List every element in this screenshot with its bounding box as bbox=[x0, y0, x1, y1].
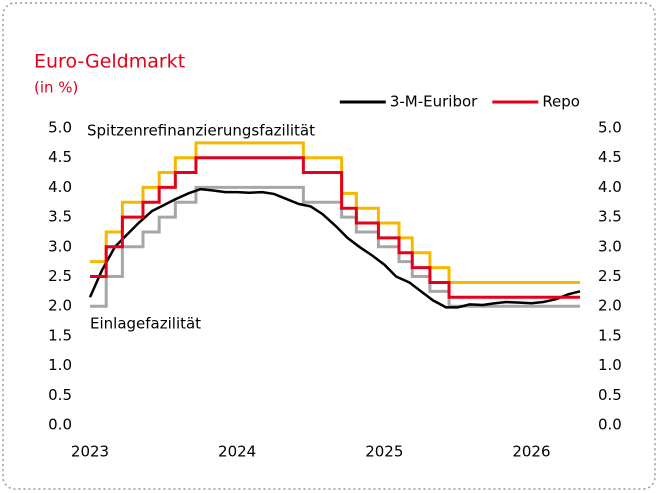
chart-subtitle: (in %) bbox=[34, 79, 78, 97]
y2-tick-label: 2.0 bbox=[598, 297, 622, 315]
annotation: Spitzenrefinanzierungsfazilität bbox=[87, 122, 315, 140]
y2-tick-label: 1.5 bbox=[598, 326, 622, 344]
x-tick-label: 2025 bbox=[365, 443, 403, 461]
y-tick-label: 1.0 bbox=[48, 356, 72, 374]
y-tick-label: 4.0 bbox=[48, 178, 72, 196]
y-tick-label: 0.0 bbox=[48, 416, 72, 434]
series-line bbox=[90, 156, 580, 299]
x-tick-label: 2023 bbox=[71, 443, 109, 461]
y2-tick-label: 3.0 bbox=[598, 237, 622, 255]
series-line bbox=[90, 141, 580, 284]
y2-tick-label: 4.5 bbox=[598, 148, 622, 166]
y2-tick-label: 0.5 bbox=[598, 386, 622, 404]
x-tick-label: 2024 bbox=[218, 443, 256, 461]
y-tick-label: 3.5 bbox=[48, 208, 72, 226]
chart-title: Euro-Geldmarkt bbox=[34, 51, 185, 73]
y2-tick-label: 0.0 bbox=[598, 416, 622, 434]
legend-label: Repo bbox=[542, 93, 580, 111]
y-tick-label: 5.0 bbox=[48, 119, 72, 137]
y-tick-label: 2.5 bbox=[48, 267, 72, 285]
y2-tick-label: 5.0 bbox=[598, 119, 622, 137]
y2-tick-label: 3.5 bbox=[598, 208, 622, 226]
x-tick-label: 2026 bbox=[512, 443, 550, 461]
series-line bbox=[88, 187, 581, 309]
y-tick-label: 3.0 bbox=[48, 237, 72, 255]
y2-tick-label: 2.5 bbox=[598, 267, 622, 285]
series-line bbox=[90, 185, 580, 308]
y-tick-label: 1.5 bbox=[48, 326, 72, 344]
annotation: Einlagefazilität bbox=[90, 315, 201, 333]
y2-tick-label: 4.0 bbox=[598, 178, 622, 196]
y-tick-label: 0.5 bbox=[48, 386, 72, 404]
y-tick-label: 2.0 bbox=[48, 297, 72, 315]
y2-tick-label: 1.0 bbox=[598, 356, 622, 374]
y-tick-label: 4.5 bbox=[48, 148, 72, 166]
legend-label: 3-M-Euribor bbox=[390, 93, 478, 111]
